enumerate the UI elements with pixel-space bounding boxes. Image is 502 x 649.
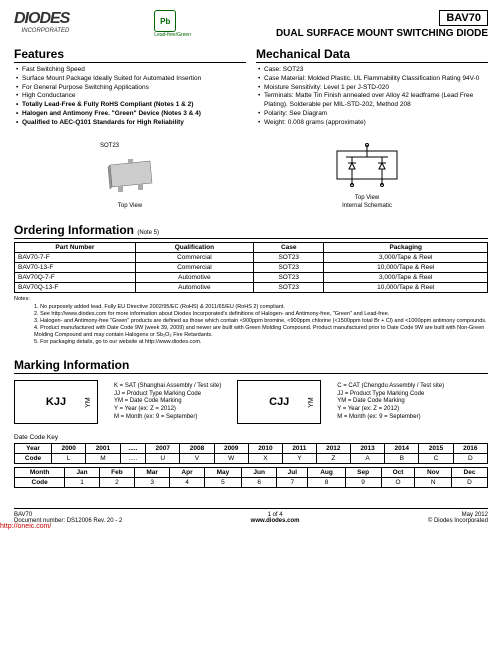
- schematic-icon: [332, 143, 402, 191]
- features-item: Surface Mount Package Ideally Suited for…: [14, 75, 246, 84]
- features-list: Fast Switching SpeedSurface Mount Packag…: [14, 66, 246, 127]
- note-line: 3. Halogen- and Antimony-free "Green" pr…: [14, 318, 488, 325]
- top-view-label-right: Top View: [332, 195, 402, 201]
- note-line: 1. No purposely added lead. Fully EU Dir…: [14, 304, 488, 311]
- table-row: BAV70Q-7-FAutomotiveSOT233,000/Tape & Re…: [15, 273, 488, 283]
- ordering-table: Part NumberQualificationCasePackagingBAV…: [14, 242, 488, 293]
- marking-box-1-side: YM: [84, 397, 91, 408]
- features-item: Qualified to AEC-Q101 Standards for High…: [14, 119, 246, 128]
- marking-desc-2: C = CAT (Chengdu Assembly / Test site)JJ…: [337, 383, 444, 422]
- year-code-table: Year20002001.....20072008200920102011201…: [14, 443, 488, 464]
- pb-badge-icon: Pb: [154, 10, 176, 32]
- mechanical-item: Polarity: See Diagram: [256, 110, 488, 119]
- table-row: Code123456789OND: [15, 478, 488, 488]
- mechanical-item: Weight: 0.008 grams (approximate): [256, 119, 488, 128]
- package-images-row: SOT23 Top View Top View Inter: [14, 141, 488, 209]
- watermark: http://oneic.com/: [0, 523, 51, 530]
- note-line: 4. Product manufactured with Date Code 9…: [14, 325, 488, 339]
- marking-box-1-main: KJJ: [46, 396, 66, 408]
- date-code-key-label: Date Code Key: [14, 434, 488, 441]
- note-line: 2. See http://www.diodes.com for more in…: [14, 311, 488, 318]
- ordering-section: Ordering Information (Note 5) Part Numbe…: [14, 223, 488, 346]
- ordering-title-text: Ordering Information: [14, 223, 134, 237]
- top-view-label-left: Top View: [100, 203, 160, 209]
- marking-box-1: KJJ YM: [14, 380, 98, 424]
- table-row: BAV70Q-13-FAutomotiveSOT2310,000/Tape & …: [15, 283, 488, 293]
- table-row: Year20002001.....20072008200920102011201…: [15, 444, 488, 454]
- sot23-case-icon: [100, 151, 160, 199]
- mechanical-heading: Mechanical Data: [256, 47, 488, 63]
- logo: DIODES INCORPORATED: [14, 10, 69, 34]
- mechanical-item: Case Material: Molded Plastic. UL Flamma…: [256, 75, 488, 84]
- marking-heading: Marking Information: [14, 358, 488, 374]
- part-number-box: BAV70: [439, 10, 488, 26]
- ordering-header: Part Number: [15, 243, 136, 253]
- footer-copyright: © Diodes Incorporated: [428, 518, 488, 524]
- table-row: BAV70-13-FCommercialSOT2310,000/Tape & R…: [15, 263, 488, 273]
- pb-badge-label: Lead-free/Green: [154, 32, 191, 38]
- table-row: CodeLM.....UVWXYZABCD: [15, 454, 488, 464]
- notes-label: Notes:: [14, 296, 30, 302]
- marking-box-2: CJJ YM: [237, 380, 321, 424]
- mechanical-item: Terminals: Matte Tin Finish annealed ove…: [256, 92, 488, 110]
- part-subtitle: DUAL SURFACE MOUNT SWITCHING DIODE: [276, 28, 488, 39]
- features-heading: Features: [14, 47, 246, 63]
- sot23-label: SOT23: [100, 143, 160, 149]
- mechanical-item: Case: SOT23: [256, 66, 488, 75]
- features-item: For General Purpose Switching Applicatio…: [14, 84, 246, 93]
- mechanical-section: Mechanical Data Case: SOT23Case Material…: [256, 47, 488, 127]
- marking-box-2-main: CJJ: [269, 396, 289, 408]
- ordering-heading: Ordering Information (Note 5): [14, 223, 488, 239]
- features-item: Halogen and Antimony Free. "Green" Devic…: [14, 110, 246, 119]
- ordering-header: Packaging: [324, 243, 488, 253]
- features-section: Features Fast Switching SpeedSurface Mou…: [14, 47, 246, 127]
- notes-block: Notes: 1. No purposely added lead. Fully…: [14, 296, 488, 346]
- mechanical-list: Case: SOT23Case Material: Molded Plastic…: [256, 66, 488, 127]
- ordering-title-note: (Note 5): [137, 230, 159, 236]
- table-row: BAV70-7-FCommercialSOT233,000/Tape & Ree…: [15, 253, 488, 263]
- footer-right: May 2012 © Diodes Incorporated: [428, 512, 488, 524]
- table-row: MonthJanFebMarAprMayJunJulAugSepOctNovDe…: [15, 468, 488, 478]
- features-item: Fast Switching Speed: [14, 66, 246, 75]
- marking-desc-1: K = SAT (Shanghai Assembly / Test site)J…: [114, 383, 221, 422]
- month-code-table: MonthJanFebMarAprMayJunJulAugSepOctNovDe…: [14, 467, 488, 488]
- footer-center: 1 of 4 www.diodes.com: [251, 512, 300, 524]
- pb-badge-block: Pb Lead-free/Green: [154, 10, 191, 38]
- logo-subtext: INCORPORATED: [14, 28, 69, 34]
- ordering-header: Case: [254, 243, 324, 253]
- features-item: Totally Lead-Free & Fully RoHS Compliant…: [14, 101, 246, 110]
- schematic-view: Top View Internal Schematic: [332, 143, 402, 209]
- marking-box-2-side: YM: [307, 397, 314, 408]
- marking-section: Marking Information KJJ YM K = SAT (Shan…: [14, 358, 488, 424]
- footer-url: www.diodes.com: [251, 518, 300, 524]
- mechanical-item: Moisture Sensitivity: Level 1 per J-STD-…: [256, 84, 488, 93]
- logo-text: DIODES: [14, 10, 69, 28]
- ordering-header: Qualification: [135, 243, 253, 253]
- footer: BAV70 Document number: DS12006 Rev. 20 -…: [14, 508, 488, 524]
- schematic-label: Internal Schematic: [332, 203, 402, 209]
- features-item: High Conductance: [14, 92, 246, 101]
- package-top-view: SOT23 Top View: [100, 141, 160, 209]
- title-block: BAV70 DUAL SURFACE MOUNT SWITCHING DIODE: [276, 10, 488, 39]
- note-line: 5. For packaging details, go to our webs…: [14, 339, 488, 346]
- header: DIODES INCORPORATED Pb Lead-free/Green B…: [14, 10, 488, 39]
